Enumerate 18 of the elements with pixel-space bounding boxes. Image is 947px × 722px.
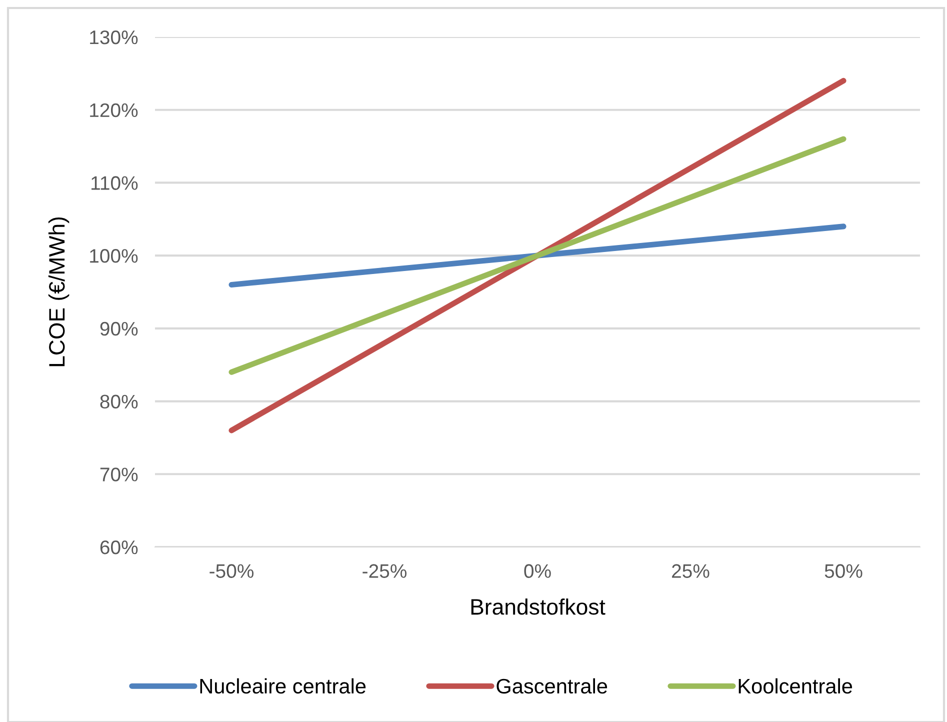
y-tick-label: 110% [92, 176, 138, 190]
x-tick-label: 50% [824, 564, 862, 578]
x-axis-title: Brandstofkost [471, 598, 606, 615]
x-tick-label: 0% [524, 564, 551, 578]
legend-label: Koolcentrale [738, 678, 852, 694]
y-tick-label: 60% [100, 540, 138, 554]
x-tick-label: 25% [672, 564, 710, 578]
y-tick-label: 80% [100, 394, 138, 409]
x-tick-label: -25% [362, 564, 407, 578]
y-axis-title: LCOE (€/MWh) [48, 217, 70, 366]
x-tick-label: -50% [210, 564, 254, 578]
y-tick-label: 120% [90, 103, 138, 118]
legend-label: Gascentrale [496, 678, 608, 694]
y-tick-label: 100% [90, 249, 138, 263]
legend-label: Nucleaire centrale [200, 678, 366, 694]
y-tick-label: 70% [100, 468, 138, 482]
y-tick-label: 90% [100, 322, 138, 336]
y-tick-label: 130% [90, 30, 138, 44]
